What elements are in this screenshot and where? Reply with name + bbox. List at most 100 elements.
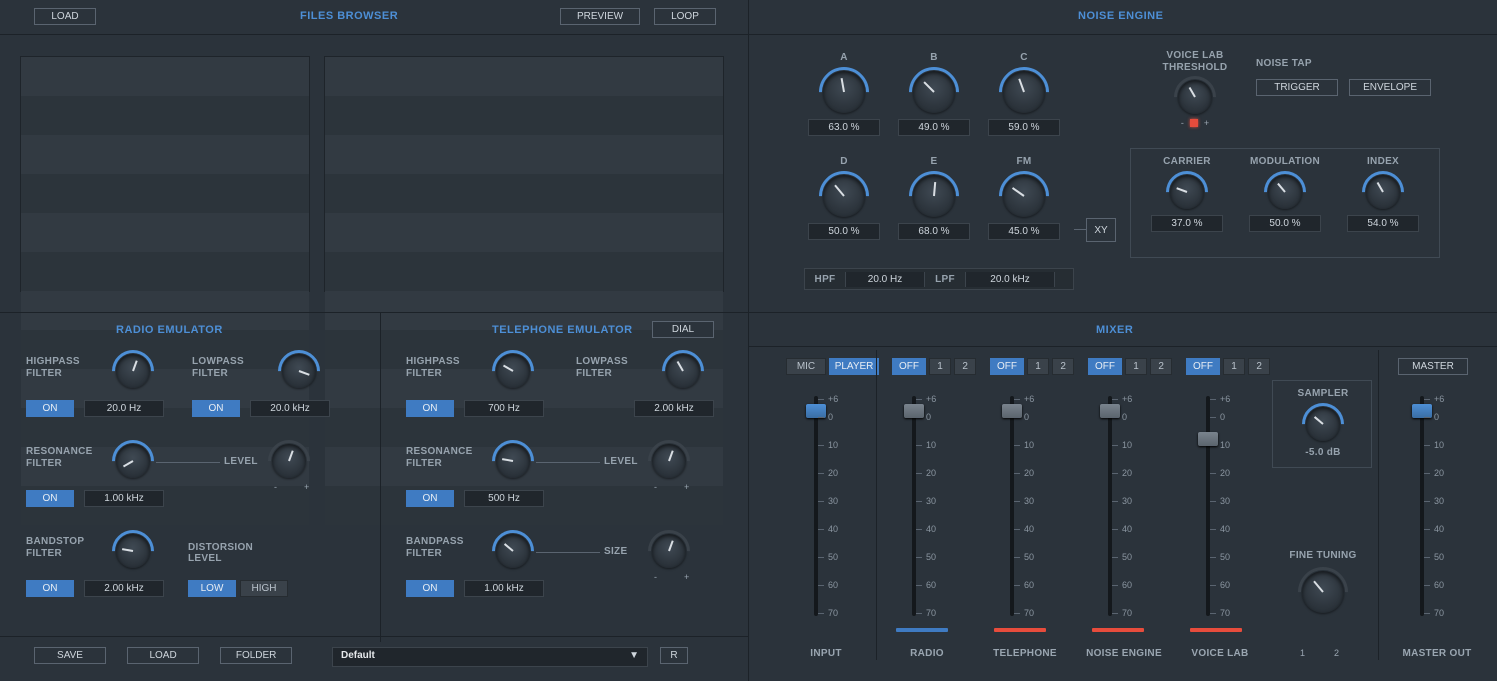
carrier-label: CARRIER [1140, 156, 1234, 167]
fader-telephone[interactable]: +60 1020 3040 5060 70 [996, 392, 1050, 622]
noise-knob-e[interactable] [913, 175, 955, 217]
noise-meter [1092, 628, 1144, 632]
tele-size-knob[interactable] [652, 534, 686, 568]
tele-1-button[interactable]: 1 [1027, 358, 1049, 375]
noise-knob-fm[interactable] [1003, 175, 1045, 217]
radio-dist-low[interactable]: LOW [188, 580, 236, 597]
modulation-value[interactable]: 50.0 % [1249, 215, 1321, 232]
voicelab-2-button[interactable]: 2 [1248, 358, 1270, 375]
noise-knob-fm-value[interactable]: 45.0 % [988, 223, 1060, 240]
tele-bp-on[interactable]: ON [406, 580, 454, 597]
reset-button[interactable]: R [660, 647, 688, 664]
save-preset-button[interactable]: SAVE [34, 647, 106, 664]
radio-hp-value[interactable]: 20.0 Hz [84, 400, 164, 417]
tele-lp-label: LOWPASS FILTER [576, 356, 646, 380]
tele-res-on[interactable]: ON [406, 490, 454, 507]
tele-hp-knob[interactable] [496, 354, 530, 388]
file-list-left[interactable] [20, 56, 310, 292]
trigger-button[interactable]: TRIGGER [1256, 79, 1338, 96]
tele-hp-label: HIGHPASS FILTER [406, 356, 476, 380]
dropdown-icon: ▼ [629, 650, 639, 661]
radio-res-knob[interactable] [116, 444, 150, 478]
dial-button[interactable]: DIAL [652, 321, 714, 338]
radio-lp-value[interactable]: 20.0 kHz [250, 400, 330, 417]
carrier-value[interactable]: 37.0 % [1151, 215, 1223, 232]
fader-input[interactable]: +60 1020 3040 5060 70 [800, 392, 854, 622]
radio-dist-high[interactable]: HIGH [240, 580, 288, 597]
hpf-value[interactable]: 20.0 Hz [845, 272, 925, 287]
tele-off-button[interactable]: OFF [990, 358, 1024, 375]
noise-knob-c[interactable] [1003, 71, 1045, 113]
channel-telephone-label: TELEPHONE [980, 648, 1070, 659]
mic-button[interactable]: MIC [786, 358, 826, 375]
tele-hp-value[interactable]: 700 Hz [464, 400, 544, 417]
fader-voicelab[interactable]: +60 1020 3040 5060 70 [1192, 392, 1246, 622]
noise-knob-a-value[interactable]: 63.0 % [808, 119, 880, 136]
noise-knob-c-value[interactable]: 59.0 % [988, 119, 1060, 136]
plus-label: + [1204, 118, 1209, 128]
radio-bs-knob[interactable] [116, 534, 150, 568]
lpf-label: LPF [925, 274, 965, 285]
tele-hp-on[interactable]: ON [406, 400, 454, 417]
tele-lp-value[interactable]: 2.00 kHz [634, 400, 714, 417]
load-preset-button[interactable]: LOAD [127, 647, 199, 664]
voicelab-threshold-knob[interactable] [1178, 80, 1212, 114]
fader-noise[interactable]: +60 1020 3040 5060 70 [1094, 392, 1148, 622]
load-button[interactable]: LOAD [34, 8, 96, 25]
tele-bp-value[interactable]: 1.00 kHz [464, 580, 544, 597]
tele-res-knob[interactable] [496, 444, 530, 478]
master-button[interactable]: MASTER [1398, 358, 1468, 375]
tele-res-value[interactable]: 500 Hz [464, 490, 544, 507]
tele-level-minus: - [654, 482, 657, 492]
noise-knob-fm-label: FM [984, 156, 1064, 167]
radio-2-button[interactable]: 2 [954, 358, 976, 375]
player-button[interactable]: PLAYER [829, 358, 879, 375]
radio-res-value[interactable]: 1.00 kHz [84, 490, 164, 507]
index-value[interactable]: 54.0 % [1347, 215, 1419, 232]
file-list-right[interactable] [324, 56, 724, 292]
voicelab-off-button[interactable]: OFF [1186, 358, 1220, 375]
finetuning-knob[interactable] [1302, 571, 1344, 613]
fader-master[interactable]: +60 1020 3040 5060 70 [1406, 392, 1460, 622]
noise-knob-d[interactable] [823, 175, 865, 217]
tele-lp-knob[interactable] [666, 354, 700, 388]
preset-dropdown[interactable]: Default ▼ [332, 647, 648, 667]
noise-knob-b-value[interactable]: 49.0 % [898, 119, 970, 136]
radio-bs-on[interactable]: ON [26, 580, 74, 597]
radio-level-knob[interactable] [272, 444, 306, 478]
noise-knob-d-label: D [804, 156, 884, 167]
lpf-value[interactable]: 20.0 kHz [965, 272, 1055, 287]
folder-button[interactable]: FOLDER [220, 647, 292, 664]
xy-button[interactable]: XY [1086, 218, 1116, 242]
radio-bs-label: BANDSTOP FILTER [26, 536, 102, 560]
tele-2-button[interactable]: 2 [1052, 358, 1074, 375]
noise-off-button[interactable]: OFF [1088, 358, 1122, 375]
noise-1-button[interactable]: 1 [1125, 358, 1147, 375]
radio-lp-on[interactable]: ON [192, 400, 240, 417]
index-knob[interactable] [1366, 175, 1400, 209]
channel-master-label: MASTER OUT [1392, 648, 1482, 659]
radio-hp-knob[interactable] [116, 354, 150, 388]
radio-off-button[interactable]: OFF [892, 358, 926, 375]
radio-lp-knob[interactable] [282, 354, 316, 388]
tele-level-knob[interactable] [652, 444, 686, 478]
fader-radio[interactable]: +60 1020 3040 5060 70 [898, 392, 952, 622]
radio-1-button[interactable]: 1 [929, 358, 951, 375]
modulation-knob[interactable] [1268, 175, 1302, 209]
radio-hp-on[interactable]: ON [26, 400, 74, 417]
noise-knob-d-value[interactable]: 50.0 % [808, 223, 880, 240]
voicelab-1-button[interactable]: 1 [1223, 358, 1245, 375]
noise-knob-b[interactable] [913, 71, 955, 113]
noise-knob-a[interactable] [823, 71, 865, 113]
loop-button[interactable]: LOOP [654, 8, 716, 25]
carrier-knob[interactable] [1170, 175, 1204, 209]
channel-input-label: INPUT [796, 648, 856, 659]
radio-res-on[interactable]: ON [26, 490, 74, 507]
hpf-label: HPF [805, 274, 845, 285]
radio-bs-value[interactable]: 2.00 kHz [84, 580, 164, 597]
preview-button[interactable]: PREVIEW [560, 8, 640, 25]
tele-bp-knob[interactable] [496, 534, 530, 568]
noise-knob-e-value[interactable]: 68.0 % [898, 223, 970, 240]
noise-2-button[interactable]: 2 [1150, 358, 1172, 375]
envelope-button[interactable]: ENVELOPE [1349, 79, 1431, 96]
